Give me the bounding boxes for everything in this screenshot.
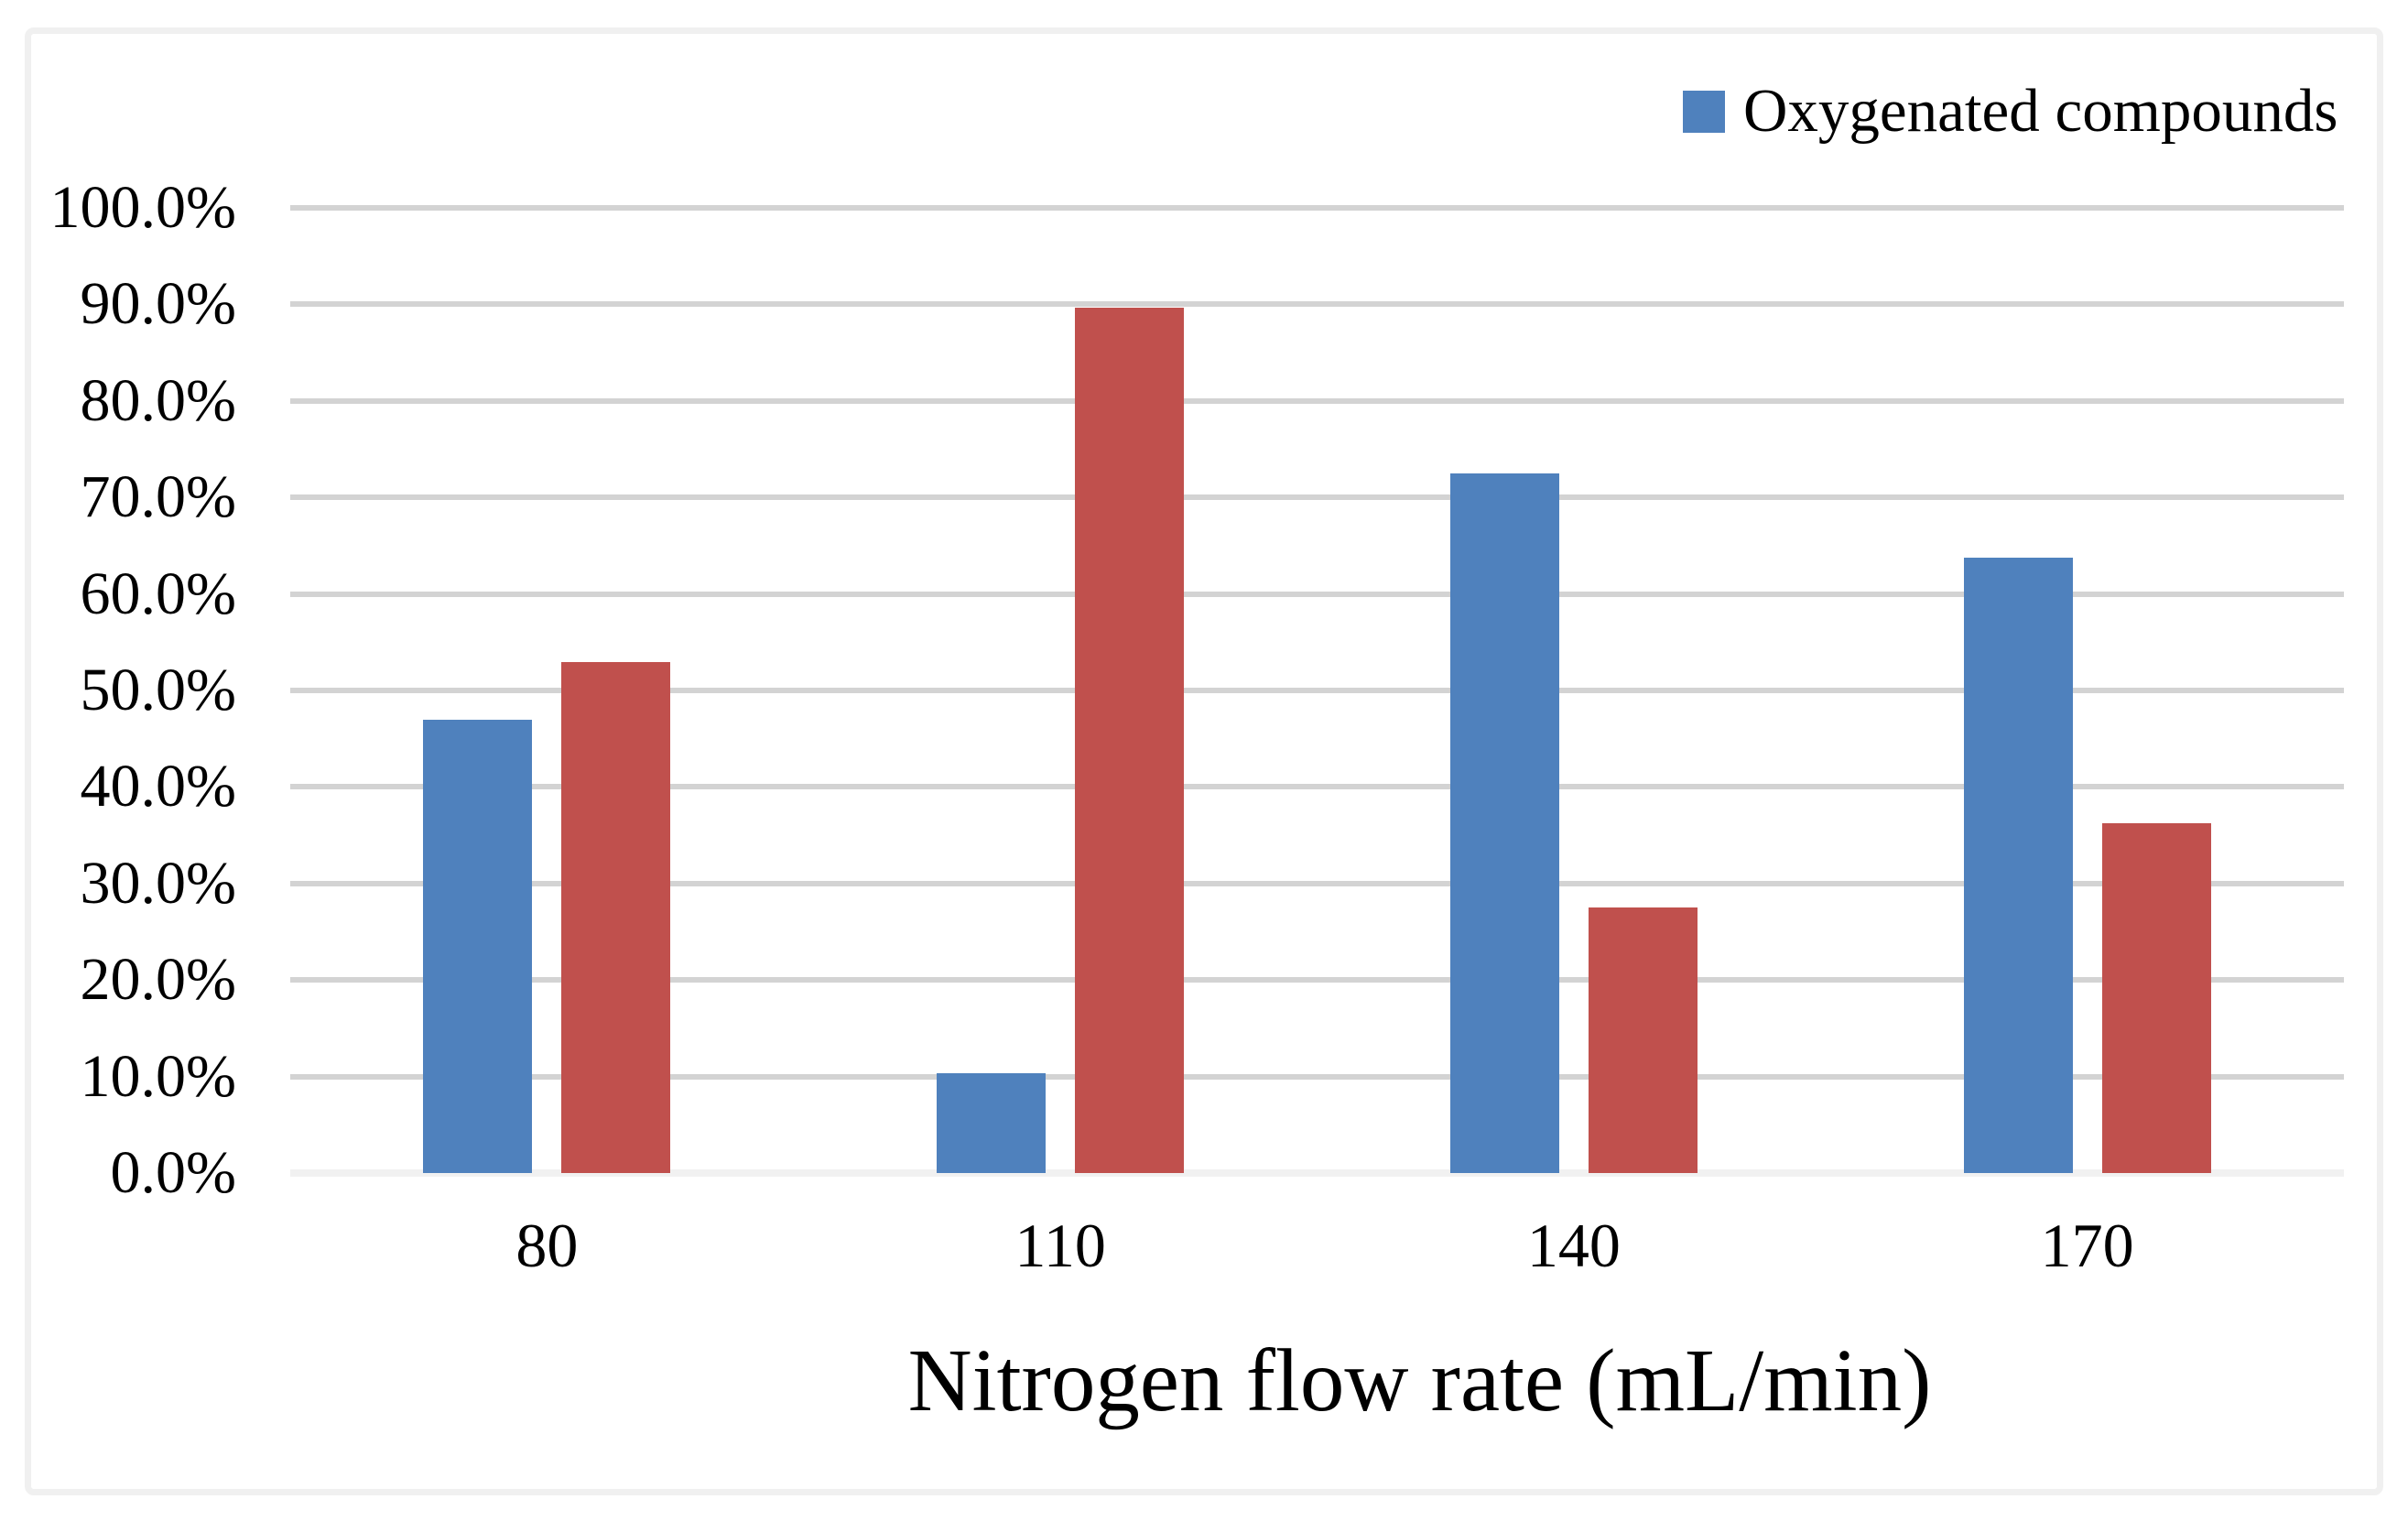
gridline bbox=[290, 977, 2344, 983]
y-axis-labels: 0.0% 10.0% 20.0% 30.0% 40.0% 50.0% 60.0% 70.0% 8… bbox=[0, 177, 236, 1204]
y-axis-tick-label: 40.0% bbox=[80, 753, 236, 820]
gridline bbox=[290, 1073, 2344, 1080]
y-axis-tick-label: 80.0% bbox=[80, 366, 236, 434]
gridline bbox=[290, 784, 2344, 790]
bar-series1-170 bbox=[1963, 557, 2073, 1173]
legend-swatch-icon bbox=[1683, 90, 1725, 133]
bar-series1-110 bbox=[937, 1073, 1047, 1173]
y-axis-tick-label: 60.0% bbox=[80, 560, 236, 627]
bar-series1-80 bbox=[423, 719, 533, 1173]
x-axis-baseline bbox=[290, 1169, 2344, 1177]
x-axis-tick-label: 140 bbox=[1526, 1211, 1621, 1280]
plot-area bbox=[290, 205, 2344, 1177]
gridline bbox=[290, 494, 2344, 501]
x-axis-title: Nitrogen flow rate (mL/min) bbox=[907, 1331, 1932, 1429]
bar-series1-140 bbox=[1449, 473, 1559, 1173]
gridline bbox=[290, 397, 2344, 404]
y-axis-tick-label: 10.0% bbox=[80, 1042, 236, 1110]
x-axis-tick-label: 80 bbox=[515, 1211, 579, 1280]
bar-series2-110 bbox=[1075, 307, 1185, 1173]
y-axis-tick-label: 30.0% bbox=[80, 849, 236, 917]
gridline bbox=[290, 205, 2344, 211]
y-axis-tick-label: 20.0% bbox=[80, 946, 236, 1014]
y-axis-tick-label: 100.0% bbox=[49, 174, 236, 241]
y-axis-tick-label: 50.0% bbox=[80, 657, 236, 723]
y-axis-tick-label: 0.0% bbox=[110, 1139, 236, 1206]
bar-series2-80 bbox=[561, 662, 671, 1173]
bar-series2-140 bbox=[1588, 907, 1698, 1173]
legend: Oxygenated compounds bbox=[1683, 81, 2337, 142]
y-axis-tick-label: 90.0% bbox=[80, 270, 236, 338]
x-axis-labels: 80 110 140 170 bbox=[290, 1195, 2344, 1296]
gridline bbox=[290, 688, 2344, 693]
gridline bbox=[290, 880, 2344, 886]
y-axis-tick-label: 70.0% bbox=[80, 463, 236, 531]
bar-series2-170 bbox=[2101, 823, 2211, 1173]
gridline bbox=[290, 301, 2344, 308]
x-axis-tick-label: 110 bbox=[1014, 1211, 1106, 1280]
gridline bbox=[290, 591, 2344, 597]
legend-label: Oxygenated compounds bbox=[1743, 77, 2338, 145]
x-axis-tick-label: 170 bbox=[2040, 1211, 2134, 1280]
